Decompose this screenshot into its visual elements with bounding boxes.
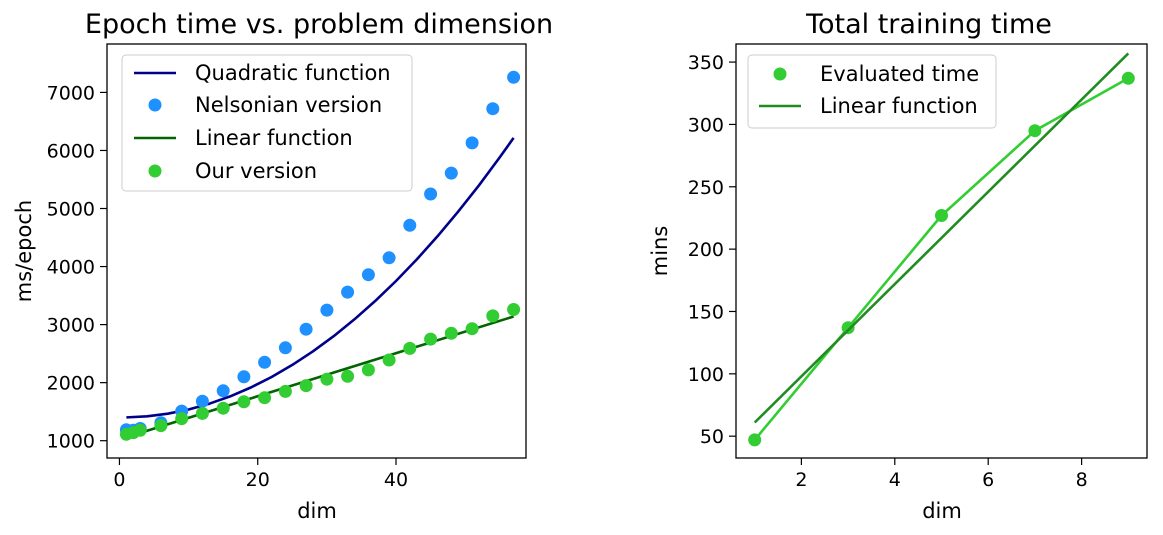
x-axis-label: dim	[922, 499, 962, 523]
data-point-our-version	[154, 419, 168, 433]
data-point-evaluated-time	[748, 433, 762, 447]
data-point-our-version	[507, 303, 521, 316]
y-tick-label: 1000	[47, 431, 95, 453]
data-point-nelsonian-version	[237, 370, 251, 384]
y-tick-label: 7000	[47, 82, 95, 104]
series-line-evaluated-time	[753, 77, 1129, 441]
data-point-nelsonian-version	[341, 285, 355, 299]
legend-label-nelsonian: Nelsonian version	[195, 93, 382, 117]
chart-title: Total training time	[805, 9, 1052, 40]
y-tick-label: 300	[688, 114, 724, 136]
data-point-evaluated-time	[841, 321, 855, 335]
legend-label-our-version: Our version	[195, 159, 317, 183]
x-tick-label: 40	[384, 469, 408, 491]
data-point-nelsonian-version	[403, 218, 417, 232]
data-point-nelsonian-version	[507, 70, 521, 84]
y-axis-label: mins	[648, 226, 672, 277]
legend-label-evaluated-time: Evaluated time	[820, 62, 979, 86]
y-tick-label: 2000	[47, 373, 95, 395]
data-point-our-version	[133, 423, 147, 437]
data-point-our-version	[361, 363, 375, 377]
data-point-nelsonian-version	[361, 268, 375, 282]
data-point-our-version	[486, 309, 500, 323]
plot-frame	[735, 43, 1148, 459]
chart-total-training-time: Total training time 2 4 6 8 50 100 150 200 250 30…	[648, 9, 1148, 523]
data-point-nelsonian-version	[216, 384, 230, 398]
legend-swatch-our-version	[148, 164, 162, 178]
data-point-our-version	[465, 322, 479, 336]
x-tick-label: 8	[1076, 469, 1088, 491]
x-tick-label: 20	[246, 469, 270, 491]
data-point-our-version	[341, 369, 355, 383]
legend-label-linear: Linear function	[195, 126, 353, 150]
x-tick-label: 4	[889, 469, 901, 491]
x-tick-label: 0	[113, 469, 125, 491]
y-axis-label: ms/epoch	[12, 200, 36, 302]
y-tick-label: 150	[688, 301, 724, 323]
legend-swatch-nelsonian	[148, 98, 162, 112]
plot-area	[748, 52, 1135, 447]
y-tick-label: 6000	[47, 140, 95, 162]
y-tick-label: 5000	[47, 199, 95, 221]
data-point-our-version	[216, 401, 230, 415]
axis-ticks: 2 4 6 8 50 100 150 200 250 300 350	[688, 52, 1088, 491]
data-point-nelsonian-version	[195, 394, 209, 408]
x-tick-label: 2	[795, 469, 807, 491]
data-point-nelsonian-version	[320, 303, 334, 317]
data-point-evaluated-time	[1028, 124, 1042, 138]
legend-box	[747, 54, 997, 129]
data-point-our-version	[382, 353, 396, 367]
data-point-nelsonian-version	[278, 341, 292, 355]
data-point-our-version	[403, 341, 417, 355]
data-point-our-version	[444, 326, 458, 340]
axis-ticks: 0 20 40 1000 2000 3000 4000 5000 6000 7000	[47, 82, 408, 491]
data-point-our-version	[258, 391, 272, 405]
data-point-our-version	[237, 395, 251, 409]
y-tick-label: 3000	[47, 315, 95, 337]
chart-epoch-time: Epoch time vs. problem dimension 0 20 40 10…	[12, 9, 553, 523]
data-point-our-version	[424, 332, 438, 346]
legend: Quadratic function Nelsonian version Lin…	[121, 54, 413, 192]
data-point-nelsonian-version	[382, 251, 396, 265]
legend-label-linear: Linear function	[820, 94, 978, 118]
y-tick-label: 250	[688, 177, 724, 199]
data-point-nelsonian-version	[486, 102, 500, 116]
data-point-nelsonian-version	[465, 136, 479, 150]
data-point-nelsonian-version	[424, 187, 438, 201]
legend-label-quadratic: Quadratic function	[195, 61, 391, 85]
legend: Evaluated time Linear function	[747, 54, 997, 129]
plot-area	[119, 70, 521, 441]
series-line-linear-function	[753, 52, 1130, 424]
data-point-our-version	[320, 372, 334, 386]
data-point-our-version	[278, 384, 292, 398]
x-axis-label: dim	[297, 499, 337, 523]
x-tick-label: 6	[982, 469, 994, 491]
series-line-quadratic-function	[126, 137, 515, 419]
plot-frame	[106, 43, 527, 459]
y-tick-label: 50	[700, 426, 724, 448]
y-tick-label: 4000	[47, 257, 95, 279]
legend-box	[121, 54, 413, 192]
data-point-nelsonian-version	[444, 166, 458, 180]
y-tick-label: 200	[688, 239, 724, 261]
data-point-nelsonian-version	[258, 355, 272, 369]
data-point-our-version	[175, 412, 189, 426]
data-point-our-version	[299, 379, 313, 393]
data-point-evaluated-time	[935, 209, 948, 222]
legend-swatch-evaluated-time	[773, 67, 787, 81]
y-tick-label: 350	[688, 52, 724, 74]
y-tick-label: 100	[688, 364, 724, 386]
data-point-nelsonian-version	[299, 322, 313, 336]
chart-title: Epoch time vs. problem dimension	[85, 9, 553, 40]
data-point-our-version	[195, 406, 209, 420]
data-point-evaluated-time	[1121, 71, 1135, 85]
